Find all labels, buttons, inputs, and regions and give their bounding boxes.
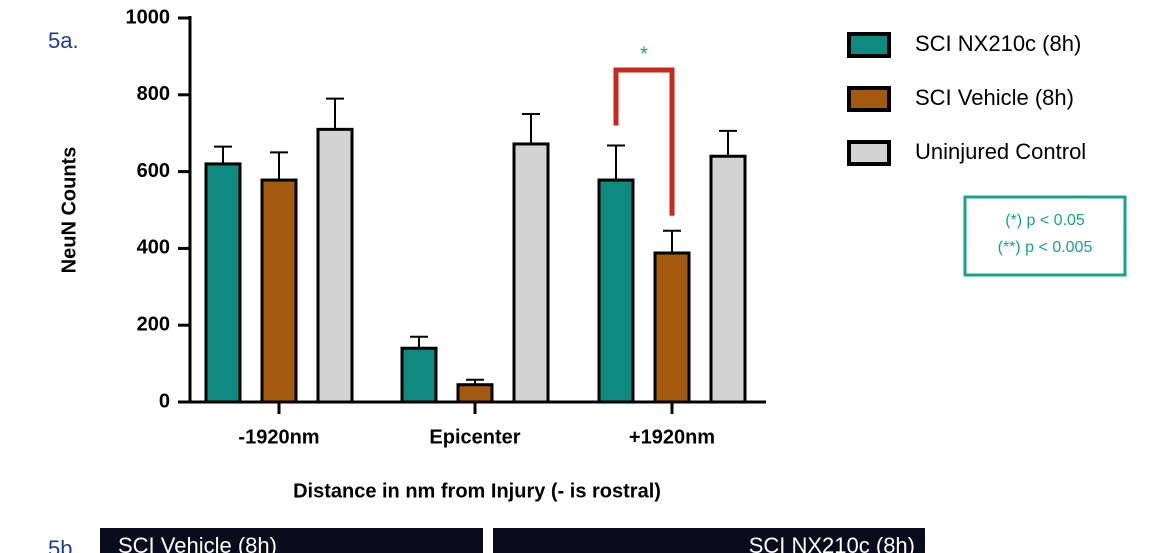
panel-label: 5b. bbox=[48, 536, 79, 553]
p-value-box bbox=[963, 195, 1127, 277]
bar bbox=[597, 178, 635, 404]
x-axis-title: Distance in nm from Injury (- is rostral… bbox=[293, 480, 661, 502]
y-tick-label: 0 bbox=[159, 390, 170, 412]
legend-label: Uninjured Control bbox=[915, 139, 1086, 164]
y-axis-title: NeuN Counts bbox=[58, 147, 80, 274]
legend-swatch bbox=[847, 140, 891, 166]
bar bbox=[204, 162, 242, 404]
y-tick-label: 1000 bbox=[126, 6, 171, 28]
p-value-note: (*) p < 0.05 bbox=[1005, 212, 1085, 229]
bar bbox=[456, 383, 494, 404]
bar bbox=[512, 142, 550, 404]
bar bbox=[400, 346, 438, 404]
legend-label: SCI Vehicle (8h) bbox=[915, 85, 1074, 110]
bar bbox=[709, 154, 747, 404]
legend-swatch bbox=[847, 32, 891, 58]
image-panel bbox=[493, 528, 925, 553]
panel-title: SCI NX210c (8h) bbox=[749, 533, 915, 553]
y-tick-label: 600 bbox=[137, 160, 170, 182]
x-tick-label: +1920nm bbox=[629, 426, 715, 448]
y-tick-label: 200 bbox=[137, 313, 170, 335]
significance-bracket bbox=[613, 67, 675, 216]
bar bbox=[653, 251, 691, 404]
y-tick-label: 400 bbox=[137, 237, 170, 259]
bar bbox=[316, 127, 354, 404]
panel-label: 5a. bbox=[48, 28, 79, 53]
p-value-note: (**) p < 0.005 bbox=[998, 239, 1093, 256]
y-tick-label: 800 bbox=[137, 83, 170, 105]
x-tick-label: Epicenter bbox=[429, 426, 520, 448]
x-tick-label: -1920nm bbox=[238, 426, 319, 448]
legend-label: SCI NX210c (8h) bbox=[915, 31, 1081, 56]
panel-title: SCI Vehicle (8h) bbox=[118, 533, 277, 553]
legend-swatch bbox=[847, 86, 891, 112]
bar bbox=[260, 178, 298, 404]
image-panel bbox=[100, 528, 483, 553]
significance-label: * bbox=[640, 43, 648, 65]
